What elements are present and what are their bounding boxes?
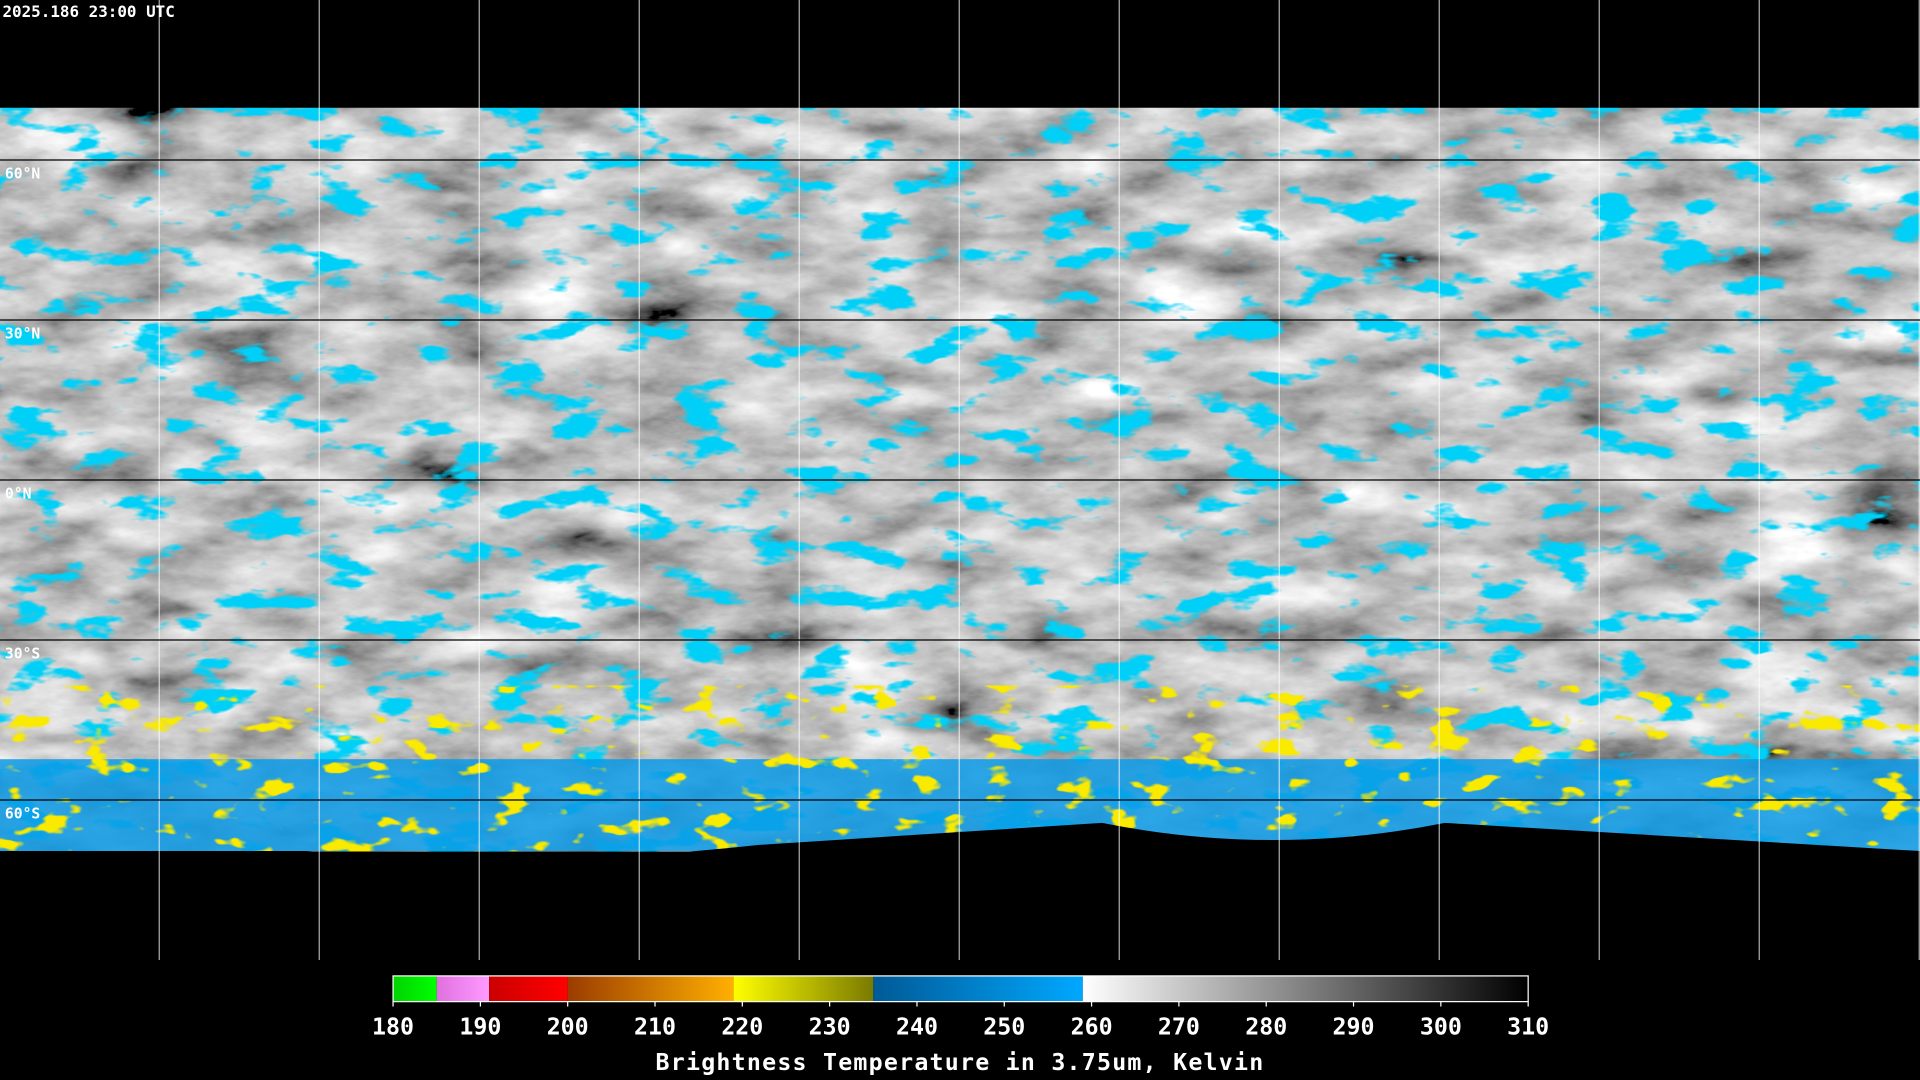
colorbar-tick-label: 270 (1158, 1014, 1200, 1041)
colorbar-tick-label: 300 (1420, 1014, 1462, 1041)
colorbar-tick-label: 200 (547, 1014, 589, 1041)
colorbar-tick-label: 310 (1507, 1014, 1549, 1041)
colorbar-tick-label: 190 (459, 1014, 501, 1041)
colorbar-title: Brightness Temperature in 3.75um, Kelvin (656, 1049, 1265, 1076)
colorbar-tick-label: 220 (721, 1014, 763, 1041)
colorbar-segment (1082, 975, 1529, 1002)
colorbar-tick-label: 240 (896, 1014, 938, 1041)
polar-gap (0, 822, 1920, 960)
polar-gap (0, 0, 1920, 108)
colorbar-tick-label: 230 (809, 1014, 851, 1041)
lat-label: 0°N (5, 485, 32, 502)
lat-label: 60°S (5, 805, 40, 822)
graticule (0, 0, 1920, 960)
colorbar-tick-label: 250 (983, 1014, 1025, 1041)
colorbar-tick-label: 180 (372, 1014, 414, 1041)
colorbar-tick-label: 290 (1333, 1014, 1375, 1041)
lat-label: 30°S (5, 645, 40, 662)
colorbar-segment (733, 975, 874, 1002)
timestamp: 2025.186 23:00 UTC (2, 2, 174, 21)
colorbar-tick-label: 280 (1245, 1014, 1287, 1041)
colorbar-segment (567, 975, 734, 1002)
colorbar-segment (436, 975, 490, 1002)
imagery (0, 0, 1920, 960)
lat-label: 60°N (5, 165, 40, 182)
colorbar-segment (489, 975, 568, 1002)
colorbar-segment (873, 975, 1083, 1002)
colorbar-tick-label: 210 (634, 1014, 676, 1041)
colorbar-segment (393, 975, 437, 1002)
lat-label: 30°N (5, 325, 40, 342)
colorbar: 180 190 200 210 220 230 240 250 260 270 280 290 300 3… (372, 975, 1549, 1041)
lat-labels: 60°N 30°N 0°N 30°S 60°S (5, 165, 40, 822)
colorbar-tick-label: 260 (1071, 1014, 1113, 1041)
colorbar-frame (392, 975, 1529, 1003)
very-cold-cloud-tops (0, 685, 1920, 852)
